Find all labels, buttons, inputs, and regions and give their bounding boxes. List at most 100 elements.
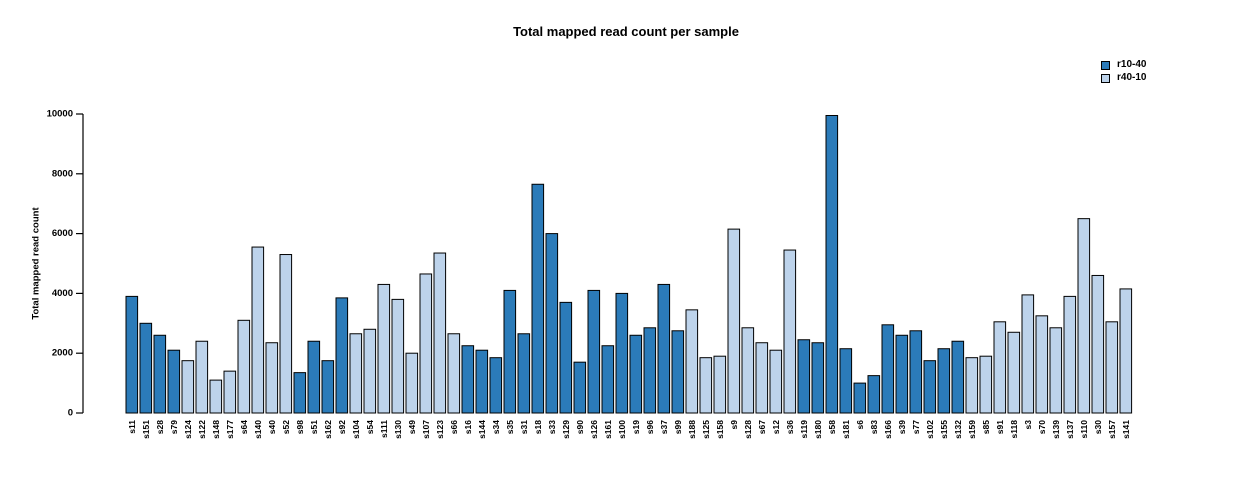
x-tick-label: s79	[169, 420, 179, 434]
x-tick-label: s181	[841, 420, 851, 439]
bar	[601, 345, 615, 414]
bar	[391, 298, 405, 414]
x-tick-label: s28	[155, 420, 165, 434]
bar	[573, 361, 587, 414]
bar	[951, 340, 965, 414]
bar	[811, 342, 825, 414]
x-tick-label: s83	[869, 420, 879, 434]
bar	[895, 334, 909, 414]
bar	[965, 357, 979, 414]
bar	[181, 360, 195, 414]
bar	[167, 349, 181, 414]
bar	[237, 319, 251, 414]
x-tick-label: s96	[645, 420, 655, 434]
y-tick-label: 0	[68, 408, 73, 419]
bar	[559, 301, 573, 414]
x-tick-label: s158	[715, 420, 725, 439]
x-tick-label: s35	[505, 420, 515, 434]
legend-item-r10-40: r10-40	[1101, 60, 1146, 70]
x-tick-label: s34	[491, 420, 501, 434]
bar	[1077, 218, 1091, 414]
x-tick-label: s144	[477, 420, 487, 439]
bar	[1049, 327, 1063, 414]
y-tick-label: 2000	[52, 348, 73, 359]
x-tick-label: s128	[743, 420, 753, 439]
legend-label-r10-40: r10-40	[1117, 59, 1147, 70]
x-tick-label: s16	[463, 420, 473, 434]
bar	[1021, 294, 1035, 414]
legend-item-r40-10: r40-10	[1101, 73, 1146, 83]
bar	[447, 333, 461, 414]
bar	[363, 328, 377, 414]
bar	[587, 289, 601, 414]
bar	[307, 340, 321, 414]
bar	[755, 342, 769, 414]
legend-swatch-r10-40	[1101, 60, 1110, 70]
bar	[545, 233, 559, 414]
x-tick-label: s40	[267, 420, 277, 434]
x-tick-label: s122	[197, 420, 207, 439]
x-tick-label: s137	[1065, 420, 1075, 439]
bar	[867, 375, 881, 414]
x-tick-label: s125	[701, 420, 711, 439]
x-tick-label: s123	[435, 420, 445, 439]
bar	[125, 295, 139, 414]
x-tick-label: s51	[309, 420, 319, 434]
bar	[139, 322, 153, 414]
x-tick-label: s140	[253, 420, 263, 439]
x-tick-label: s12	[771, 420, 781, 434]
x-tick-label: s66	[449, 420, 459, 434]
x-tick-label: s188	[687, 420, 697, 439]
x-tick-label: s33	[547, 420, 557, 434]
x-tick-label: s9	[729, 420, 739, 430]
x-tick-label: s129	[561, 420, 571, 439]
bar	[433, 252, 447, 414]
x-tick-label: s124	[183, 420, 193, 439]
x-tick-label: s118	[1009, 420, 1019, 439]
x-tick-label: s91	[995, 420, 1005, 434]
x-tick-label: s70	[1037, 420, 1047, 434]
x-tick-label: s104	[351, 420, 361, 439]
bar	[699, 357, 713, 414]
x-tick-label: s11	[127, 420, 137, 434]
x-tick-label: s155	[939, 420, 949, 439]
y-tick-label: 8000	[52, 168, 73, 179]
bar	[881, 324, 895, 414]
x-tick-label: s111	[379, 420, 389, 438]
x-tick-label: s162	[323, 420, 333, 439]
x-tick-label: s99	[673, 420, 683, 434]
bar	[153, 334, 167, 414]
x-tick-label: s3	[1023, 420, 1033, 430]
bar	[419, 273, 433, 414]
bar	[615, 292, 629, 414]
bar	[1091, 274, 1105, 414]
x-tick-label: s37	[659, 420, 669, 434]
bar	[475, 349, 489, 414]
chart-title: Total mapped read count per sample	[513, 24, 739, 39]
x-tick-label: s100	[617, 420, 627, 439]
legend-swatch-r40-10	[1101, 73, 1110, 83]
bar	[685, 309, 699, 414]
x-tick-label: s92	[337, 420, 347, 434]
x-tick-label: s90	[575, 420, 585, 434]
bar	[279, 254, 293, 414]
x-tick-label: s102	[925, 420, 935, 439]
x-tick-label: s119	[799, 420, 809, 439]
bar	[643, 327, 657, 414]
x-tick-label: s141	[1121, 420, 1131, 439]
bar	[489, 357, 503, 414]
x-tick-label: s148	[211, 420, 221, 439]
x-tick-label: s161	[603, 420, 613, 439]
bar	[195, 340, 209, 414]
bar	[335, 297, 349, 414]
bar	[853, 382, 867, 414]
bar	[741, 327, 755, 414]
bar	[293, 372, 307, 414]
bar	[629, 334, 643, 414]
y-tick-label: 4000	[52, 288, 73, 299]
bar	[405, 352, 419, 414]
bar	[937, 348, 951, 414]
bar	[979, 355, 993, 414]
bar	[209, 379, 223, 414]
bar	[251, 246, 265, 414]
